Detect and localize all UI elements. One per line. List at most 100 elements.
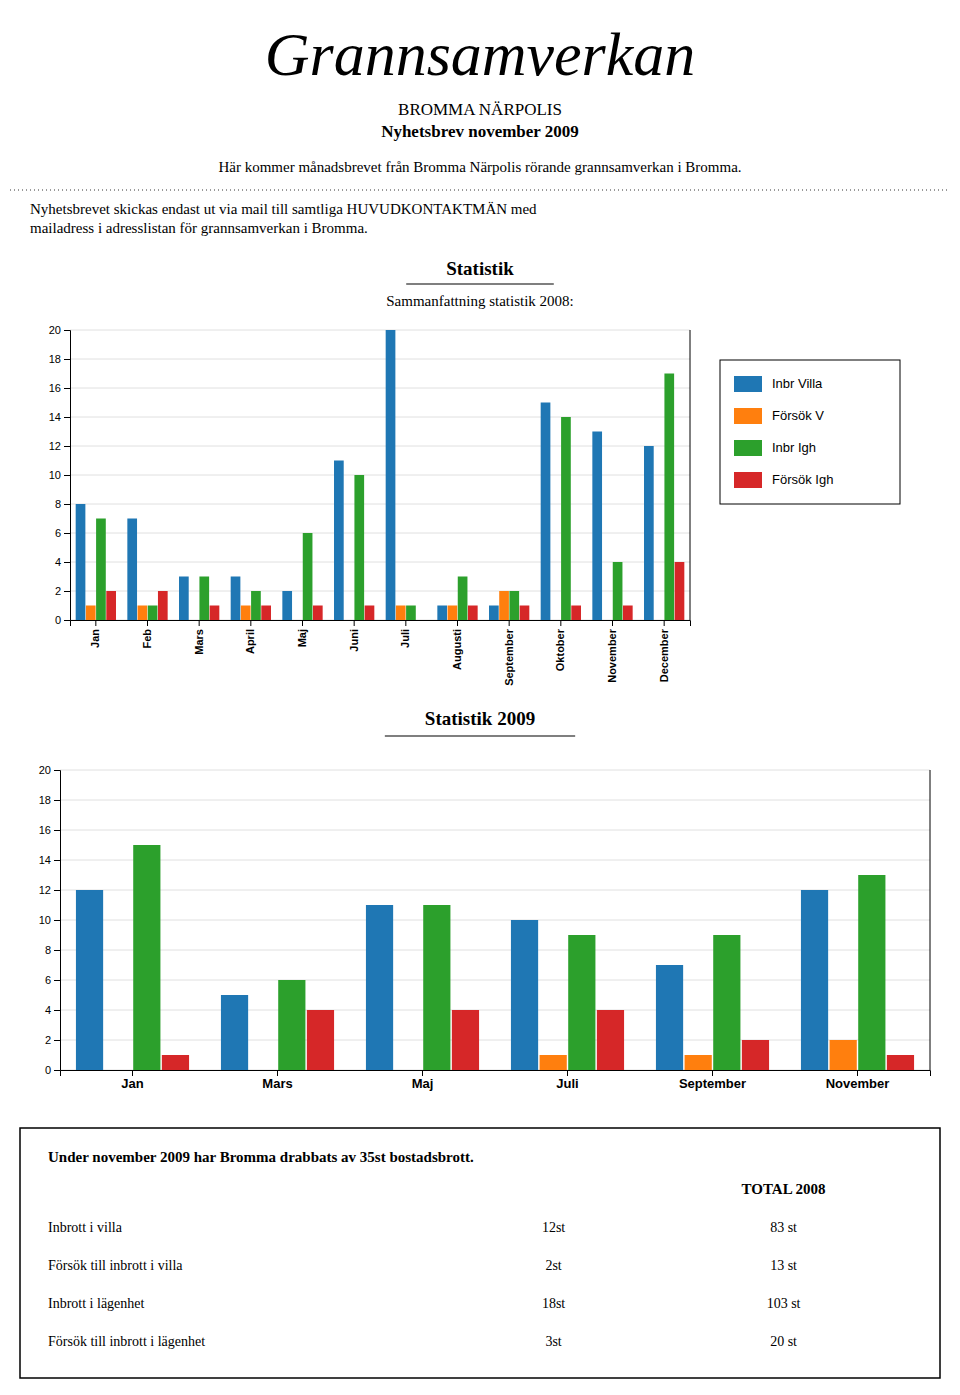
bar	[365, 606, 375, 621]
tick-mark	[560, 620, 561, 626]
bar	[571, 606, 581, 621]
bar	[664, 374, 674, 621]
grid-line	[60, 950, 930, 951]
chart-title: Statistik 2009	[425, 708, 535, 729]
tick: 4	[55, 556, 70, 568]
tick-label: Maj	[296, 629, 308, 647]
bar	[656, 965, 683, 1070]
tick-mark	[54, 830, 60, 831]
series	[76, 330, 654, 620]
tick: Jan	[121, 1070, 143, 1091]
bar	[96, 519, 106, 621]
tick: December	[658, 620, 670, 682]
tick: 12	[39, 884, 60, 896]
bar	[241, 606, 251, 621]
tick-mark	[457, 620, 458, 626]
tick: 12	[49, 440, 70, 452]
tick-label: 14	[39, 854, 51, 866]
tick: 8	[55, 498, 70, 510]
tick-mark	[54, 980, 60, 981]
bar	[261, 606, 271, 621]
bar	[386, 330, 396, 620]
tick-label: 20	[49, 324, 61, 336]
bar	[489, 606, 499, 621]
tick-label: 8	[55, 498, 61, 510]
bar	[76, 890, 103, 1070]
bar	[887, 1055, 914, 1070]
x-axis: JanMarsMajJuliSeptemberNovember	[61, 1070, 931, 1091]
tick-label: September	[679, 1076, 746, 1091]
tick-label: 0	[45, 1064, 51, 1076]
tick-mark	[64, 591, 70, 592]
tick-mark	[54, 1010, 60, 1011]
bar	[540, 1055, 567, 1070]
bar	[613, 562, 623, 620]
bar	[458, 577, 468, 621]
bar	[499, 591, 509, 620]
bars	[76, 330, 685, 620]
bar	[127, 519, 137, 621]
bar	[221, 995, 248, 1070]
tick-mark	[54, 1040, 60, 1041]
row-total: 103 st	[767, 1296, 801, 1311]
footer-title: Under november 2009 har Bromma drabbats …	[48, 1149, 474, 1165]
bar	[623, 606, 633, 621]
series	[106, 562, 684, 620]
tick: Mars	[193, 620, 205, 655]
bar	[76, 504, 86, 620]
tick-mark	[509, 620, 510, 626]
tick-label: 4	[55, 556, 61, 568]
underline	[385, 735, 575, 736]
bar	[603, 620, 613, 621]
tick: Augusti	[451, 620, 463, 670]
row-label: Inbrott i villa	[48, 1220, 123, 1235]
tick-label: 4	[45, 1004, 51, 1016]
tick: 16	[49, 382, 70, 394]
series	[96, 374, 674, 621]
tick: Juni	[348, 620, 360, 652]
bar	[541, 403, 551, 621]
tick: 0	[55, 614, 70, 626]
bar	[278, 980, 305, 1070]
bar	[858, 875, 885, 1070]
underline	[406, 283, 554, 284]
bar	[592, 432, 602, 621]
y-axis: 02468101214161820	[39, 764, 61, 1076]
tick-label: Jan	[89, 629, 101, 648]
tick-label: Mars	[262, 1076, 292, 1091]
tick-label: Oktober	[554, 628, 566, 671]
tick-label: Juli	[399, 629, 411, 648]
column-header: TOTAL 2008	[742, 1181, 826, 1197]
tick: Juli	[399, 620, 411, 648]
row-value: 12st	[542, 1220, 565, 1235]
tick: 2	[45, 1034, 60, 1046]
tick-mark	[64, 446, 70, 447]
tick-mark	[277, 1070, 278, 1076]
tick: Maj	[296, 620, 308, 647]
bar	[210, 606, 220, 621]
axis-line	[64, 331, 71, 621]
bar	[597, 1010, 624, 1070]
grid-line	[60, 800, 930, 801]
bar	[406, 606, 416, 621]
grid-line	[70, 359, 690, 360]
bar	[334, 461, 344, 621]
tick-mark	[250, 620, 251, 626]
bar	[106, 591, 116, 620]
tick: Mars	[262, 1070, 292, 1091]
bar	[448, 606, 458, 621]
tick: 10	[39, 914, 60, 926]
bar	[148, 606, 158, 621]
tick-label: Maj	[412, 1076, 434, 1091]
main-title: Grannsamverkan	[265, 20, 696, 88]
tick-label: 18	[39, 794, 51, 806]
series	[162, 1010, 914, 1070]
bar	[395, 1070, 422, 1071]
tick: November	[606, 620, 618, 683]
tick: 18	[49, 353, 70, 365]
bar	[437, 606, 447, 621]
bar	[313, 606, 323, 621]
body-line: mailadress i adresslistan för grannsamve…	[30, 220, 368, 236]
tick-label: Jan	[121, 1076, 143, 1091]
tick-mark	[54, 800, 60, 801]
